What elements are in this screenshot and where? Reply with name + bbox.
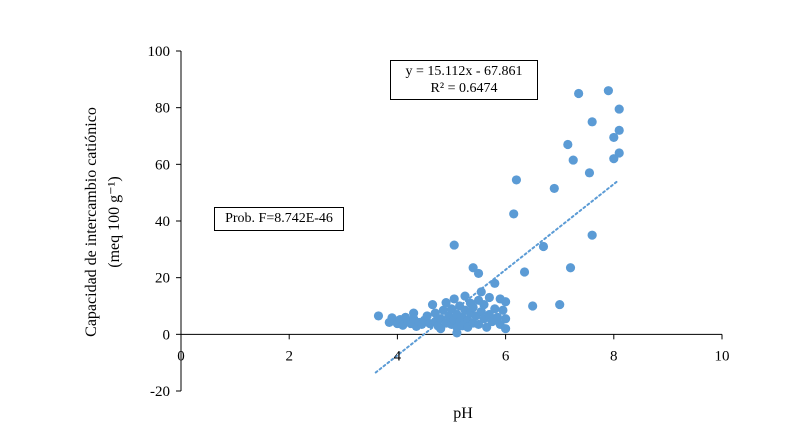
trendline [374,180,618,374]
data-point [373,311,384,321]
y-tick-label: 100 [148,44,171,60]
x-tick-label: 0 [177,348,185,364]
data-point [449,240,459,250]
data-point [409,308,419,318]
data-point [460,291,470,301]
trendline-layer [374,180,618,374]
regression-equation-box: y = 15.112x - 67.861 R² = 0.6474 [390,60,538,100]
data-point [614,104,624,114]
data-point [587,117,597,127]
data-point [565,263,576,273]
y-tick-label: 60 [155,157,170,173]
data-point [587,230,597,240]
y-tick-label: -20 [150,384,170,400]
x-tick-label: 6 [502,348,510,364]
y-axis-title-line2: (meq 100 g⁻¹) [106,176,123,267]
data-point [549,183,559,194]
r-squared-text: R² = 0.6474 [430,81,498,96]
data-point [568,155,578,165]
data-point [574,88,584,99]
data-point [490,278,500,288]
prob-f-text: Prob. F=8.742E-46 [225,211,333,226]
data-point [476,287,486,297]
y-tick-label: 40 [155,214,170,230]
data-point [563,139,573,150]
x-axis-title: pH [453,405,473,422]
data-point [609,132,619,143]
equation-text: y = 15.112x - 67.861 [405,64,523,79]
data-point [441,298,451,308]
tick-labels: -20 0 20 40 60 80 100 0 2 4 6 8 10 [148,44,730,400]
x-tick-label: 2 [285,348,293,364]
data-point [501,324,511,334]
y-tick-label: 0 [163,327,171,343]
data-points [373,86,624,338]
data-point [501,297,511,307]
x-tick-label: 10 [715,348,730,364]
data-point [555,299,565,310]
x-tick-label: 8 [610,348,618,364]
data-point [584,168,595,178]
data-point [509,209,519,219]
data-point [501,314,511,324]
data-point [476,307,486,317]
data-point [603,86,613,96]
data-point [473,268,484,279]
data-point [490,304,500,314]
data-point [498,305,508,315]
data-point [422,311,432,321]
data-point [519,267,530,277]
data-point [468,302,478,313]
data-point [511,175,522,185]
data-point [492,312,503,322]
data-point [484,292,494,303]
data-point [528,301,538,311]
data-point [614,148,624,158]
prob-f-box: Prob. F=8.742E-46 [214,207,344,231]
data-point [427,299,438,310]
data-point [452,328,462,338]
data-point [538,241,549,252]
x-tick-label: 4 [394,348,402,364]
data-point [449,294,459,304]
y-axis-title-line1: Capacidad de intercambio catiónico [83,107,100,337]
data-point [614,125,624,135]
axes [176,50,723,392]
y-tick-label: 20 [155,271,170,287]
y-tick-label: 80 [155,101,170,117]
data-point [479,299,489,310]
